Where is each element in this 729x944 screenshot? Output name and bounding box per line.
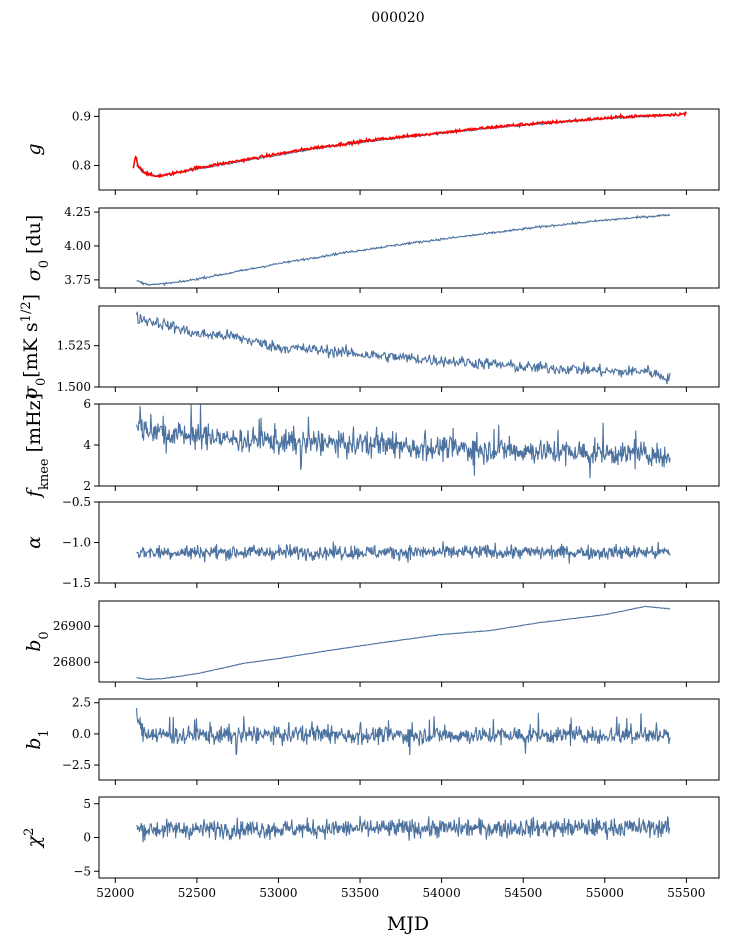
series-line-b0-0 (136, 605, 671, 681)
axes-frame-g (98, 108, 720, 191)
panels: 0.8 0.9 g 3.75 4.00 4.25 σ0 [du] 1.500 1.525 σ0[m… (19, 108, 720, 900)
y-tick-label-alpha-0: −1.5 (62, 576, 91, 590)
y-tick-label-sigma0_du-1: 4.00 (64, 239, 91, 253)
panel-sigma0_du: 3.75 4.00 4.25 σ0 [du] (23, 205, 720, 293)
axes-frame-sigma0_du (98, 207, 720, 289)
axes-frame-b1 (98, 698, 720, 781)
figure-title: 000020 (371, 10, 424, 26)
y-tick-label-b1-1: 0.0 (72, 727, 91, 741)
panel-chi2: −5 0 5 52000 52500 53000 53500 54000 54500 55000 5… (22, 796, 720, 900)
series-line-sigma0_mk-0 (135, 311, 671, 385)
y-tick-label-b0-1: 26900 (53, 619, 91, 633)
y-axis-label-b0: b0 (23, 631, 52, 651)
y-tick-label-b1-2: 2.5 (72, 696, 91, 710)
y-tick-label-fknee-1: 4 (83, 438, 91, 452)
axes-frame-sigma0_mk (98, 305, 720, 388)
y-tick-label-chi2-1: 0 (83, 831, 91, 845)
y-tick-label-sigma0_mk-1: 1.525 (57, 339, 91, 353)
panel-b1: −2.5 0.0 2.5 b1 (23, 696, 720, 785)
axes-frame-fknee (98, 403, 720, 487)
y-tick-label-sigma0_du-2: 4.25 (64, 205, 91, 219)
y-axis-label-chi2: χ2 (22, 828, 46, 850)
x-tick-label-5: 54500 (504, 886, 542, 900)
y-tick-label-sigma0_mk-0: 1.500 (57, 380, 91, 394)
y-tick-label-fknee-0: 2 (83, 479, 91, 493)
y-axis-label-sigma0_du: σ0 [du] (23, 215, 52, 282)
x-axis-label: MJD (387, 913, 429, 935)
x-tick-label-2: 53000 (259, 886, 297, 900)
x-tick-label-4: 54000 (423, 886, 461, 900)
series-line-g-0 (136, 114, 671, 178)
y-tick-label-chi2-2: 5 (83, 797, 91, 811)
x-tick-label-7: 55500 (667, 886, 705, 900)
y-tick-label-chi2-0: −5 (73, 864, 91, 878)
series-line-b1-0 (135, 708, 671, 756)
series-line-chi2-0 (136, 815, 671, 843)
panel-sigma0_mk: 1.500 1.525 σ0[mK s1/2] (19, 294, 720, 399)
y-axis-label-b1: b1 (23, 729, 52, 749)
y-axis-label-fknee: fknee [mHz] (23, 393, 52, 499)
series-line-fknee-0 (135, 404, 671, 479)
panel-fknee: 2 4 6 fknee [mHz] (23, 393, 720, 499)
x-tick-label-0: 52000 (96, 886, 134, 900)
y-tick-label-b1-0: −2.5 (62, 758, 91, 772)
y-tick-label-alpha-2: −0.5 (62, 495, 91, 509)
y-tick-label-fknee-2: 6 (83, 397, 91, 411)
y-tick-label-g-0: 0.8 (72, 158, 91, 172)
y-axis-label-sigma0_mk: σ0[mK s1/2] (19, 294, 49, 399)
y-axis-label-g: g (23, 143, 45, 155)
x-tick-label-3: 53500 (341, 886, 379, 900)
x-tick-label-6: 55000 (586, 886, 624, 900)
y-axis-label-alpha: α (23, 536, 45, 549)
series-line-alpha-0 (136, 541, 671, 564)
y-tick-label-b0-0: 26800 (53, 655, 91, 669)
y-tick-label-sigma0_du-0: 3.75 (64, 273, 91, 287)
axes-frame-alpha (98, 501, 720, 584)
y-tick-label-g-1: 0.9 (72, 109, 91, 123)
x-tick-label-1: 52500 (178, 886, 216, 900)
series-line-g-1 (132, 110, 688, 179)
y-tick-label-alpha-1: −1.0 (62, 536, 91, 550)
panel-alpha: −1.5 −1.0 −0.5 α (23, 495, 720, 590)
series-line-sigma0_du-0 (136, 213, 671, 287)
axes-frame-b0 (98, 600, 720, 683)
panel-g: 0.8 0.9 g (23, 108, 720, 195)
